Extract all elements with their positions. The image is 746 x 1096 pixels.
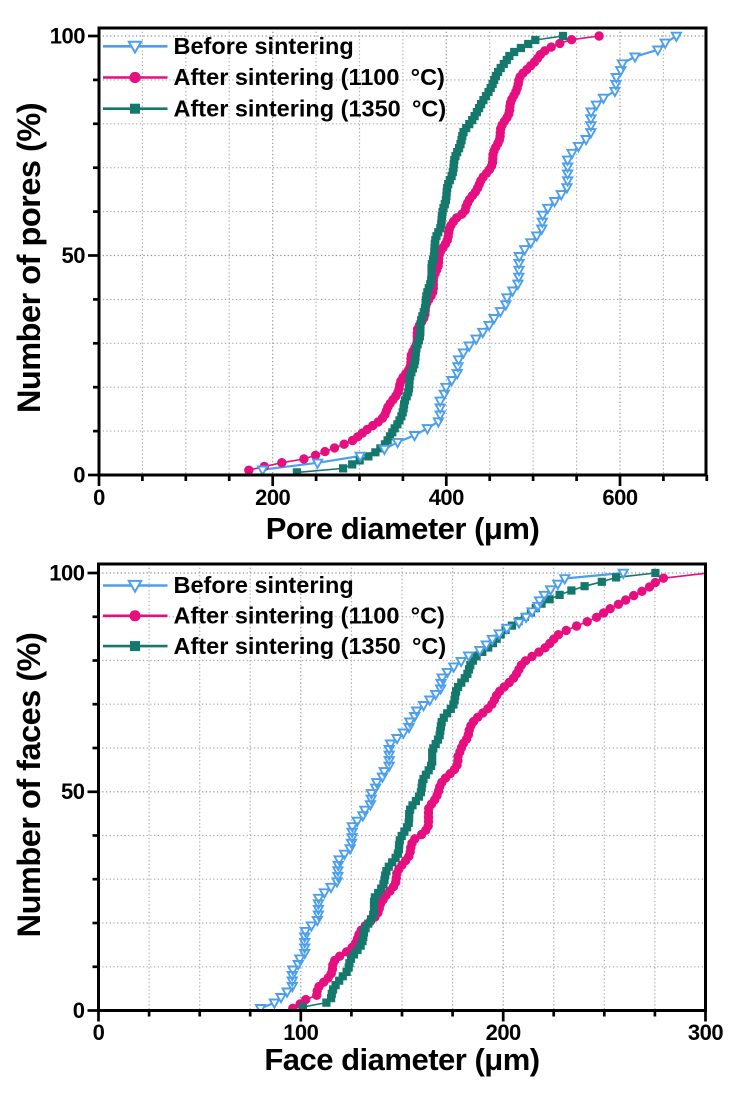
svg-text:300: 300 [688, 1020, 723, 1045]
svg-text:100: 100 [50, 24, 85, 49]
svg-text:After sintering (1350 °C): After sintering (1350 °C) [174, 633, 447, 659]
svg-text:Pore diameter (μm): Pore diameter (μm) [266, 511, 540, 546]
svg-text:0: 0 [73, 463, 85, 488]
svg-text:50: 50 [61, 779, 85, 804]
svg-text:100: 100 [49, 561, 84, 586]
svg-text:0: 0 [93, 1020, 105, 1045]
svg-text:Face diameter (μm): Face diameter (μm) [264, 1042, 539, 1077]
svg-text:100: 100 [283, 1020, 318, 1045]
svg-text:Before sintering: Before sintering [174, 33, 354, 59]
svg-text:50: 50 [62, 243, 86, 268]
svg-text:Number of pores (%): Number of pores (%) [11, 103, 47, 413]
svg-text:Number of faces (%): Number of faces (%) [11, 633, 47, 938]
svg-text:After sintering (1100 °C): After sintering (1100 °C) [174, 64, 445, 90]
svg-text:0: 0 [73, 998, 85, 1023]
svg-text:600: 600 [602, 485, 637, 510]
svg-text:200: 200 [486, 1020, 521, 1045]
svg-text:After sintering (1100 °C): After sintering (1100 °C) [174, 603, 445, 629]
svg-text:Before sintering: Before sintering [174, 572, 354, 598]
svg-text:400: 400 [429, 485, 464, 510]
svg-text:0: 0 [93, 485, 105, 510]
svg-text:After sintering (1350 °C): After sintering (1350 °C) [174, 95, 447, 121]
svg-text:200: 200 [255, 485, 290, 510]
